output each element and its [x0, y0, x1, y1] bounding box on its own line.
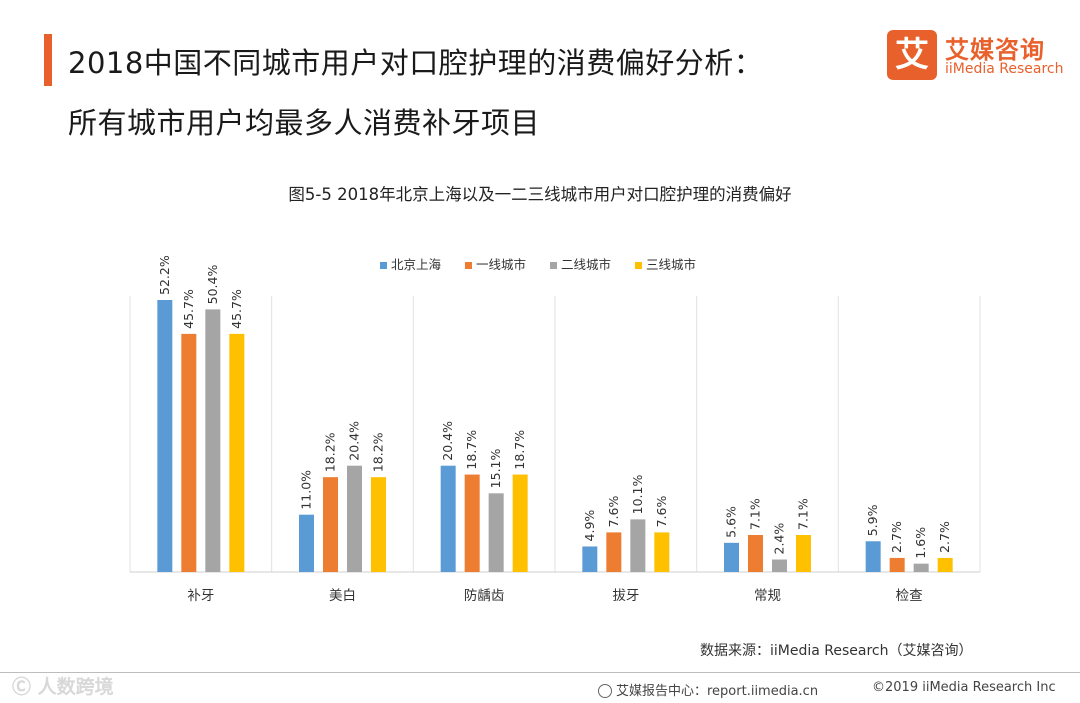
data-label: 18.2%: [323, 432, 338, 472]
bar: [512, 474, 528, 572]
legend-label: 三线城市: [646, 257, 696, 272]
data-source: 数据来源：iiMedia Research（艾媒咨询）: [700, 643, 973, 659]
footer-copyright: ©2019 iiMedia Research Inc: [872, 680, 1056, 695]
data-label: 18.7%: [512, 430, 527, 470]
page-title-line-2: 所有城市用户均最多人消费补牙项目: [68, 106, 541, 140]
bar: [157, 300, 173, 572]
data-label: 50.4%: [205, 265, 220, 305]
bar: [865, 541, 881, 572]
bar-chart: 北京上海 一线城市 二线城市 三线城市 52.2% 45.7% 50.4% 45.7% 补牙 11…: [129, 255, 981, 604]
footer-divider: [0, 672, 1080, 673]
bar: [913, 563, 929, 572]
globe-icon: [598, 684, 612, 698]
bar: [724, 542, 739, 572]
data-label: 7.6%: [606, 496, 621, 528]
data-label: 2.7%: [937, 521, 952, 553]
bar: [937, 557, 953, 572]
title-accent-bar: [44, 34, 52, 86]
bar: [229, 333, 245, 572]
data-label: 15.1%: [488, 448, 503, 488]
data-label: 18.2%: [371, 432, 386, 472]
footer-report-center: 艾媒报告中心：report.iimedia.cn: [598, 680, 818, 699]
x-tick-label: 拔牙: [612, 588, 639, 604]
bar: [205, 309, 221, 572]
data-label: 5.6%: [724, 506, 739, 538]
x-tick-label: 补牙: [187, 588, 214, 604]
data-label: 18.7%: [464, 430, 479, 470]
data-label: 10.1%: [630, 475, 645, 515]
legend-label: 一线城市: [476, 257, 526, 272]
legend-label: 二线城市: [561, 257, 611, 272]
page-title-line-1: 2018中国不同城市用户对口腔护理的消费偏好分析：: [68, 46, 764, 80]
bar: [464, 474, 480, 572]
bar: [299, 514, 314, 572]
watermark: Ⓒ 人数跨境: [12, 676, 114, 698]
x-tick-label: 防龋齿: [464, 588, 505, 604]
data-label: 7.1%: [748, 498, 763, 530]
bar: [347, 465, 362, 572]
bar: [772, 559, 787, 572]
data-label: 52.2%: [157, 255, 172, 295]
legend-swatch: [380, 262, 387, 269]
footer-report-center-text: 艾媒报告中心：report.iimedia.cn: [616, 684, 819, 699]
chart-title: 图5-5 2018年北京上海以及一二三线城市用户对口腔护理的消费偏好: [288, 185, 792, 204]
brand-logo: 艾 艾媒咨询 iiMedia Research: [887, 30, 1067, 82]
data-label: 5.9%: [865, 504, 880, 536]
data-label: 45.7%: [229, 289, 244, 329]
data-label: 7.6%: [654, 496, 669, 528]
logo-mark-icon: 艾: [887, 30, 937, 80]
bar: [371, 477, 386, 572]
bar: [748, 535, 763, 572]
data-label: 20.4%: [347, 421, 362, 461]
x-tick-label: 常规: [754, 588, 781, 604]
legend-swatch: [635, 262, 642, 269]
data-label: 4.9%: [582, 510, 597, 542]
data-label: 20.4%: [440, 421, 455, 461]
data-label: 2.7%: [889, 521, 904, 553]
bar: [630, 519, 646, 572]
legend-swatch: [550, 262, 557, 269]
data-label: 45.7%: [181, 289, 196, 329]
logo-name-en: iiMedia Research: [945, 61, 1064, 77]
legend-swatch: [465, 262, 472, 269]
x-tick-label: 检查: [896, 588, 923, 604]
data-label: 7.1%: [796, 498, 811, 530]
data-label: 11.0%: [299, 470, 314, 510]
x-tick-label: 美白: [329, 588, 356, 604]
bar: [889, 557, 905, 572]
bar: [323, 477, 338, 572]
bar: [488, 493, 504, 572]
bar: [582, 546, 598, 572]
bar: [440, 465, 456, 572]
legend-label: 北京上海: [391, 257, 442, 272]
logo-name-cn: 艾媒咨询: [945, 36, 1045, 64]
data-label: 1.6%: [913, 527, 928, 559]
bar: [796, 535, 811, 572]
data-label: 2.4%: [772, 523, 787, 555]
bar: [654, 532, 670, 572]
bar: [181, 333, 197, 572]
bar: [606, 532, 622, 572]
